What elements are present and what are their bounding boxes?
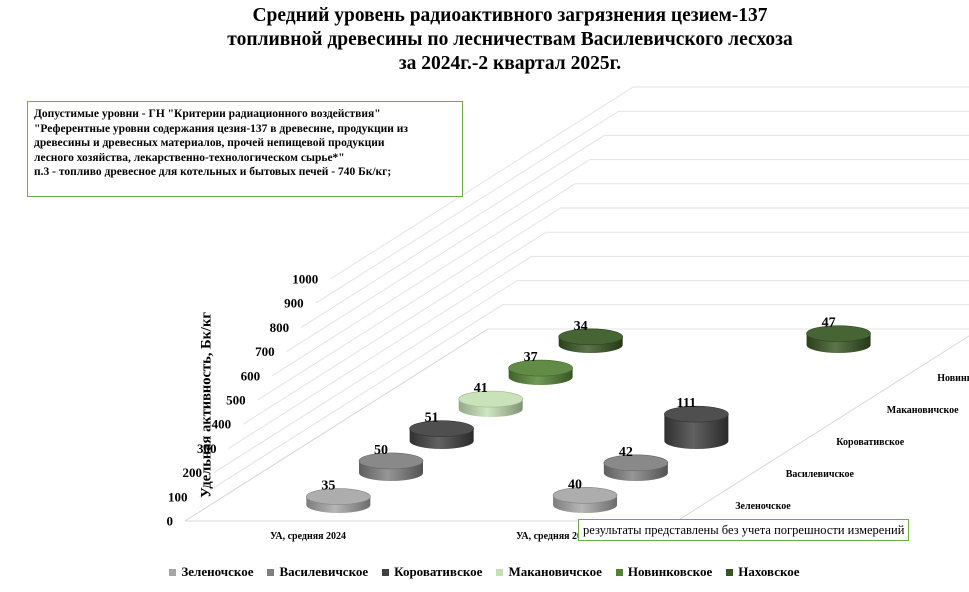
x-category-label: УА, средняя 2024 xyxy=(270,531,346,542)
legend-item: Коровативское xyxy=(382,564,482,580)
y-tick-label: 900 xyxy=(284,296,304,311)
y-tick-label: 500 xyxy=(226,393,246,408)
data-label: 40 xyxy=(568,477,582,492)
depth-axis-label: Зеленочское xyxy=(735,501,791,512)
legend-item: Василевичское xyxy=(267,564,368,580)
bar-top-Зеленочское xyxy=(306,488,371,505)
bar-side-Коровативское xyxy=(664,414,729,449)
legend-swatch xyxy=(615,568,623,576)
depth-axis-label: Василевичское xyxy=(786,469,855,480)
gridline-8 xyxy=(300,134,969,328)
legend-swatch xyxy=(496,568,504,576)
data-label: 50 xyxy=(374,443,388,458)
depth-axis-label: Макановичское xyxy=(887,405,959,416)
legend-label: Зеленочское xyxy=(181,564,254,579)
gridline-6 xyxy=(271,183,969,377)
gridline-9 xyxy=(315,110,969,304)
y-tick-label: 100 xyxy=(168,489,188,504)
gridline-1 xyxy=(199,304,969,498)
bar-side-Новинковское xyxy=(508,368,573,385)
legend-item: Наховское xyxy=(726,564,800,580)
bar-side-Василевичское xyxy=(359,460,424,481)
bar-side-Василевичское xyxy=(603,462,668,481)
data-label: 34 xyxy=(574,319,588,334)
bar-side-Макановичское xyxy=(458,399,523,417)
y-tick-label: 800 xyxy=(270,320,290,335)
x-category-label: УА, средняя 2025 xyxy=(516,531,592,542)
y-tick-label: 300 xyxy=(197,441,217,456)
bar-top-Наховское xyxy=(806,325,871,342)
gridline-4 xyxy=(242,231,969,425)
gridline-2 xyxy=(213,280,969,474)
bar-top-Василевичское xyxy=(358,452,424,470)
chart-title-line-2: топливной древесины по лесничествам Васи… xyxy=(227,29,793,50)
note-line-1: Допустимые уровни - ГН "Критерии радиаци… xyxy=(34,108,381,120)
legend-swatch xyxy=(267,568,275,576)
bar-side-Коровативское xyxy=(409,428,474,449)
legend-item: Зеленочское xyxy=(169,564,253,580)
legend-label: Макановичское xyxy=(508,564,602,579)
y-tick-label: 400 xyxy=(212,417,232,432)
legend-item: Новинковское xyxy=(615,564,713,580)
data-label: 35 xyxy=(321,479,335,494)
y-tick-label: 200 xyxy=(183,465,203,480)
legend-label: Василевичское xyxy=(279,564,369,579)
data-label: 51 xyxy=(425,411,439,426)
note-line-3: древесины и древесных материалов, прочей… xyxy=(34,137,385,149)
y-tick-label: 600 xyxy=(241,368,261,383)
chart-title-line-1: Средний уровень радиоактивного загрязнен… xyxy=(252,5,768,26)
permissible-levels-note: Допустимые уровни - ГН "Критерии радиаци… xyxy=(27,101,463,197)
bar-top-Наховское xyxy=(558,328,623,346)
gridline-10 xyxy=(329,86,969,280)
depth-axis-label: Новинковское xyxy=(937,373,969,384)
data-label: 37 xyxy=(524,350,538,365)
note-line-2: "Референтные уровни содержания цезия-137… xyxy=(34,122,409,135)
bar-side-Зеленочское xyxy=(553,495,618,513)
floor-side-edge xyxy=(184,328,489,522)
bar-top-Макановичское xyxy=(458,390,524,408)
legend-label: Наховское xyxy=(738,564,800,579)
chart-title: Средний уровень радиоактивного загрязнен… xyxy=(0,4,969,76)
bar-top-Зеленочское xyxy=(552,487,618,504)
bar-top-Новинковское xyxy=(508,359,573,377)
gridline-5 xyxy=(257,207,969,401)
data-label: 47 xyxy=(822,316,836,331)
bar-top-Коровативское xyxy=(409,420,474,437)
chart-legend: Зеленочское Василевичское Коровативское Мак… xyxy=(0,564,969,580)
bar-top-Коровативское xyxy=(664,405,729,423)
measurement-disclaimer: результаты представлены без учета погреш… xyxy=(578,519,910,541)
y-tick-label: 0 xyxy=(167,514,174,529)
depth-axis-label: Коровативское xyxy=(836,437,904,448)
bar-top-Василевичское xyxy=(603,454,669,472)
y-axis-label: Удельная активность, Бк/кг xyxy=(199,312,215,498)
y-tick-label: 700 xyxy=(255,344,275,359)
legend-swatch xyxy=(382,568,390,576)
bar-side-Наховское xyxy=(806,333,871,353)
note-line-5: п.3 - топливо древесное для котельных и … xyxy=(34,166,392,178)
legend-item: Макановичское xyxy=(496,564,602,580)
gridline-7 xyxy=(286,159,969,353)
y-tick-label: 1000 xyxy=(292,272,318,287)
legend-label: Коровативское xyxy=(394,564,483,579)
legend-swatch xyxy=(726,568,734,576)
data-label: 42 xyxy=(619,445,633,460)
legend-swatch xyxy=(169,568,177,576)
note-line-4: лесного хозяйства, лекарственно-технолог… xyxy=(34,151,345,164)
legend-label: Новинковское xyxy=(627,564,713,579)
data-label: 41 xyxy=(474,381,488,396)
data-label: 111 xyxy=(677,396,696,411)
chart-title-line-3: за 2024г.-2 квартал 2025г. xyxy=(398,53,622,74)
gridline-3 xyxy=(228,255,969,449)
